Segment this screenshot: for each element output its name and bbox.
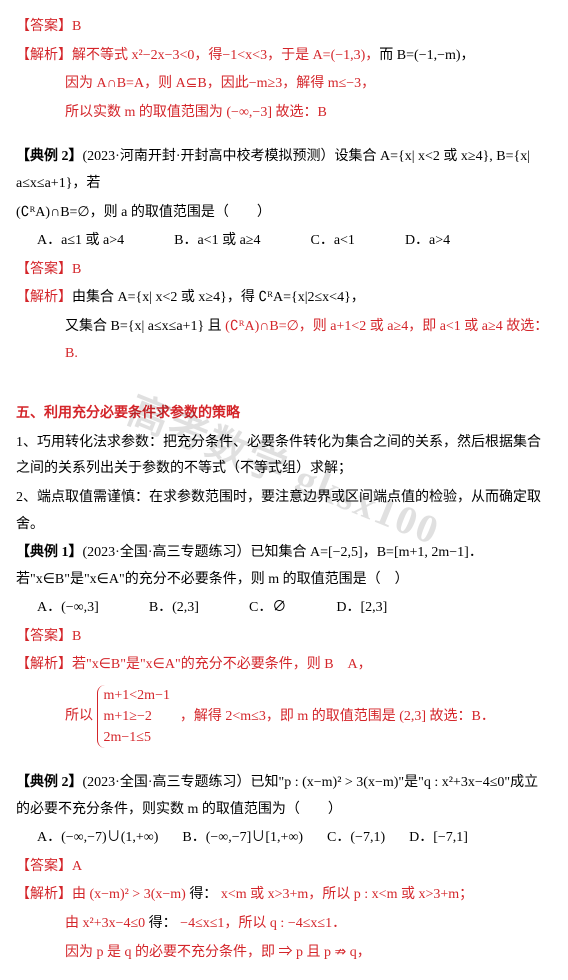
- answer-label: 【答案】B: [16, 257, 552, 284]
- text: 而 B=(−1,−m)，: [379, 48, 474, 63]
- analysis-line-3: 所以实数 m 的取值范围为 (−∞,−3] 故选：B: [16, 100, 552, 127]
- options-row: A．(−∞,−7)∪(1,+∞) B．(−∞,−7]∪[1,+∞) C．(−7,…: [16, 825, 552, 852]
- option-d: D．[−7,1]: [409, 825, 468, 852]
- example-label: 【典例 1】: [16, 545, 83, 560]
- brace-line-2: m+1≥−2 ，解得 2<m≤3，即 m 的取值范围是 (2,3] 故选：B．: [104, 706, 495, 727]
- paragraph-2: 2、端点取值需谨慎：在求参数范围时，要注意边界或区间端点值的检验，从而确定取舍。: [16, 485, 552, 538]
- text: 得：: [149, 916, 177, 931]
- text: (2023·河南开封·开封高中校考模拟预测）设集合 A={x| x<2 或 x≥…: [16, 149, 530, 191]
- option-a: A．a≤1 或 a>4: [37, 228, 124, 255]
- brace-line-3: 2m−1≤5: [104, 727, 495, 748]
- text: 又集合 B={x| a≤x≤a+1} 且: [65, 319, 225, 334]
- option-a: A．(−∞,−7)∪(1,+∞): [37, 825, 158, 852]
- text: 解不等式 x²−2x−3<0，得−1<x<3，于是 A=(−1,3)，: [72, 48, 379, 63]
- brace-icon: m+1<2m−1 m+1≥−2 ，解得 2<m≤3，即 m 的取值范围是 (2,…: [97, 685, 495, 748]
- text: −4≤x≤1，所以 q : −4≤x≤1．: [177, 916, 346, 931]
- section-title: 五、利用充分必要条件求参数的策略: [16, 401, 552, 428]
- text: 若"x∈B"是"x∈A"的充分不必要条件，则 B A，: [72, 657, 372, 672]
- options-row: A．a≤1 或 a>4 B．a<1 或 a≥4 C．a<1 D．a>4: [16, 228, 552, 255]
- so-label: 所以: [65, 709, 93, 724]
- option-b: B．a<1 或 a≥4: [174, 228, 260, 255]
- jiexi-label: 【解析】: [16, 48, 72, 63]
- text: (2023·全国·高三专题练习）已知集合 A=[−2,5]，B=[m+1, 2m…: [16, 545, 483, 587]
- analysis-line: 由 x²+3x−4≤0 得： −4≤x≤1，所以 q : −4≤x≤1．: [16, 911, 552, 938]
- options-row: A．(−∞,3] B．(2,3] C．∅ D．[2,3]: [16, 595, 552, 622]
- analysis-line: 又集合 B={x| a≤x≤a+1} 且 (∁ᴿA)∩B=∅，则 a+1<2 或…: [16, 314, 552, 367]
- analysis-line: 因为 p 是 q 的必要不充分条件，即 ⇒ p 且 p ⇏ q，: [16, 940, 552, 967]
- text: 由集合 A={x| x<2 或 x≥4}，得 ∁ᴿA={x|2≤x<4}，: [72, 290, 365, 305]
- text: x<m 或 x>3+m，所以 p : x<m 或 x>3+m；: [217, 887, 473, 902]
- text: (2023·全国·高三专题练习）已知"p : (x−m)² > 3(x−m)"是…: [16, 775, 538, 817]
- example-label: 【典例 2】: [16, 775, 83, 790]
- option-c: C．∅: [249, 595, 286, 622]
- analysis-line-2: 因为 A∩B=A，则 A⊆B，因此−m≥3，解得 m≤−3，: [16, 71, 552, 98]
- jiexi-label: 【解析】: [16, 887, 72, 902]
- jiexi-label: 【解析】: [16, 657, 72, 672]
- answer-label: 【答案】B: [16, 624, 552, 651]
- example-2b-head: 【典例 2】(2023·全国·高三专题练习）已知"p : (x−m)² > 3(…: [16, 770, 552, 823]
- option-a: A．(−∞,3]: [37, 595, 99, 622]
- text: 由 x²+3x−4≤0: [65, 916, 149, 931]
- option-d: D．[2,3]: [336, 595, 387, 622]
- jiexi-label: 【解析】: [16, 290, 72, 305]
- example-label: 【典例 2】: [16, 149, 83, 164]
- option-c: C．(−7,1): [327, 825, 385, 852]
- analysis-line: 【解析】由集合 A={x| x<2 或 x≥4}，得 ∁ᴿA={x|2≤x<4}…: [16, 285, 552, 312]
- brace-block: 所以 m+1<2m−1 m+1≥−2 ，解得 2<m≤3，即 m 的取值范围是 …: [16, 681, 552, 752]
- analysis-line: 【解析】由 (x−m)² > 3(x−m) 得： x<m 或 x>3+m，所以 …: [16, 882, 552, 909]
- answer-label: 【答案】B: [16, 14, 552, 41]
- analysis-line-1: 【解析】解不等式 x²−2x−3<0，得−1<x<3，于是 A=(−1,3)，而…: [16, 43, 552, 70]
- option-b: B．(−∞,−7]∪[1,+∞): [182, 825, 303, 852]
- example-1-head: 【典例 1】(2023·全国·高三专题练习）已知集合 A=[−2,5]，B=[m…: [16, 540, 552, 593]
- text: 得：: [189, 887, 217, 902]
- analysis-line: 【解析】若"x∈B"是"x∈A"的充分不必要条件，则 B A，: [16, 652, 552, 679]
- option-b: B．(2,3]: [149, 595, 199, 622]
- example-2-head: 【典例 2】(2023·河南开封·开封高中校考模拟预测）设集合 A={x| x<…: [16, 144, 552, 197]
- example-2-head-2: (∁ᴿA)∩B=∅，则 a 的取值范围是（ ）: [16, 200, 552, 227]
- option-d: D．a>4: [405, 228, 450, 255]
- option-c: C．a<1: [310, 228, 354, 255]
- answer-label: 【答案】A: [16, 854, 552, 881]
- brace-line-1: m+1<2m−1: [104, 685, 495, 706]
- text: 由 (x−m)² > 3(x−m): [72, 887, 189, 902]
- paragraph-1: 1、巧用转化法求参数：把充分条件、必要条件转化为集合之间的关系，然后根据集合之间…: [16, 430, 552, 483]
